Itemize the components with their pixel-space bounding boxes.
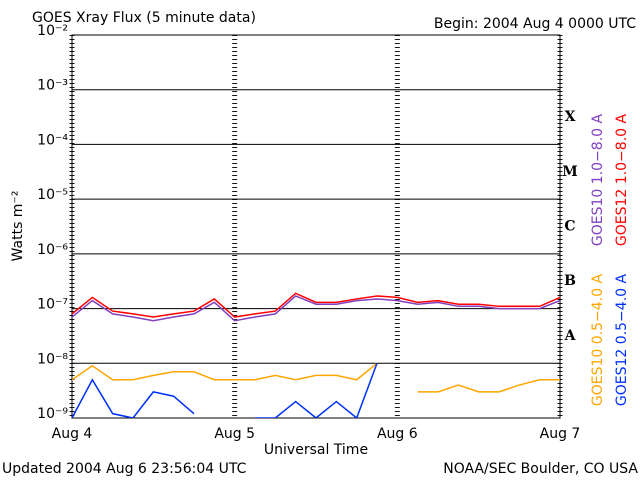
footer-left: Updated 2004 Aug 6 23:56:04 UTC <box>2 461 247 477</box>
plot-area <box>72 292 560 418</box>
flare-class-label: C <box>564 219 575 235</box>
legend-entry: GOES12 0.5−4.0 A <box>614 274 630 407</box>
y-tick-label: 10⁻⁸ <box>37 351 68 367</box>
flare-class-label: B <box>564 273 576 289</box>
legend-entry: GOES12 1.0−8.0 A <box>614 114 630 247</box>
plot-frame <box>71 34 561 419</box>
y-tick-label: 10⁻² <box>37 23 68 39</box>
legend-entry: GOES10 0.5−4.0 A <box>590 274 606 407</box>
x-tick-label: Aug 7 <box>540 426 581 442</box>
series-line <box>72 295 560 322</box>
y-axis-label: Watts m⁻² <box>10 191 26 262</box>
chart-subtitle: Begin: 2004 Aug 4 0000 UTC <box>434 16 636 32</box>
y-tick-label: 10⁻⁵ <box>37 187 68 203</box>
legend-entry: GOES10 1.0−8.0 A <box>590 114 606 247</box>
flare-class-label: A <box>564 328 577 344</box>
x-tick-label: Aug 5 <box>214 426 255 442</box>
x-tick-label: Aug 4 <box>52 426 93 442</box>
footer-right: NOAA/SEC Boulder, CO USA <box>443 461 638 477</box>
series-line <box>72 292 560 318</box>
x-tick-label: Aug 6 <box>377 426 418 442</box>
x-axis-label: Universal Time <box>264 442 368 458</box>
y-tick-label: 10⁻³ <box>37 78 68 94</box>
y-tick-label: 10⁻⁷ <box>37 297 68 313</box>
y-tick-label: 10⁻⁶ <box>37 242 68 258</box>
series-line <box>72 362 560 393</box>
chart-title: GOES Xray Flux (5 minute data) <box>32 10 256 26</box>
y-tick-label: 10⁻⁴ <box>37 132 68 148</box>
y-tick-label: 10⁻⁹ <box>37 406 68 422</box>
flare-class-label: M <box>562 164 578 180</box>
flare-class-label: X <box>565 109 576 125</box>
